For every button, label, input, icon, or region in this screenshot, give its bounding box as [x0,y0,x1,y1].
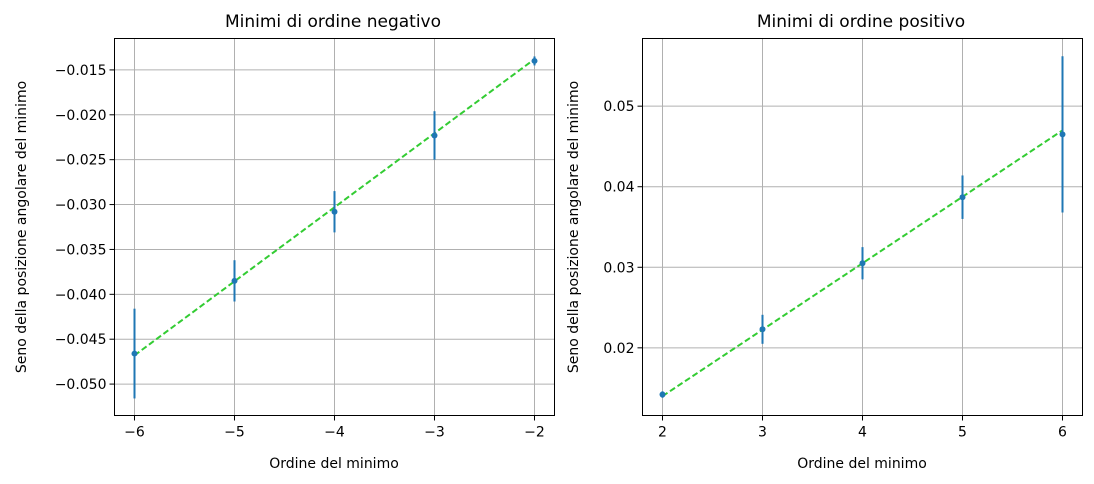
y-tick-label: 0.02 [603,341,634,357]
x-tick-label: 6 [1058,425,1067,441]
x-tick-label: 3 [758,425,767,441]
x-tick-label: 4 [858,425,867,441]
y-axis-label: Seno della posizione angolare del minimo [566,81,582,373]
data-points-layer [659,56,1066,398]
chart-negative-orders: Minimi di ordine negativo −6 −5 −4 −3 −2 −0.0… [14,12,555,472]
y-tick-label: −0.015 [55,63,107,79]
data-point [331,208,338,215]
y-tick-label: −0.040 [55,287,107,303]
chart-positive-orders: Minimi di ordine positivo 2 3 4 5 6 0.02 0.03 0… [566,12,1083,472]
y-tick-label: 0.04 [603,180,634,196]
chart-title: Minimi di ordine negativo [225,12,441,32]
fit-line [661,129,1064,397]
data-point [531,57,538,64]
data-point [759,326,766,333]
y-tick-label: 0.05 [603,99,634,115]
x-tick-label: 2 [658,425,667,441]
x-tick-label: −4 [324,425,345,441]
x-tick-label: −6 [124,425,145,441]
x-axis-label: Ordine del minimo [797,456,927,472]
x-tick-label: 5 [958,425,967,441]
grid [642,38,1083,416]
y-axis-label: Seno della posizione angolare del minimo [14,81,30,373]
data-point [659,391,666,398]
x-tick-label: −2 [524,425,545,441]
x-tick-label: −3 [424,425,445,441]
ticks: −6 −5 −4 −3 −2 −0.050 −0.045 −0.040 −0.035 −0.030… [55,63,545,441]
y-tick-label: −0.030 [55,198,107,214]
chart-title: Minimi di ordine positivo [757,12,965,32]
x-axis-label: Ordine del minimo [269,456,399,472]
data-points-layer [131,56,538,399]
x-tick-label: −5 [224,425,245,441]
y-tick-label: −0.020 [55,108,107,124]
data-point [859,260,866,267]
y-tick-label: 0.03 [603,260,634,276]
y-tick-label: −0.050 [55,377,107,393]
data-point [131,350,138,357]
y-tick-label: −0.045 [55,332,107,348]
data-point [231,277,238,284]
data-point [1059,131,1066,138]
data-point [431,132,438,139]
y-tick-label: −0.035 [55,242,107,258]
fit-line-layer [661,129,1064,397]
y-tick-label: −0.025 [55,153,107,169]
grid [114,38,555,416]
data-point [959,194,966,201]
ticks: 2 3 4 5 6 0.02 0.03 0.04 0.05 [603,99,1067,440]
